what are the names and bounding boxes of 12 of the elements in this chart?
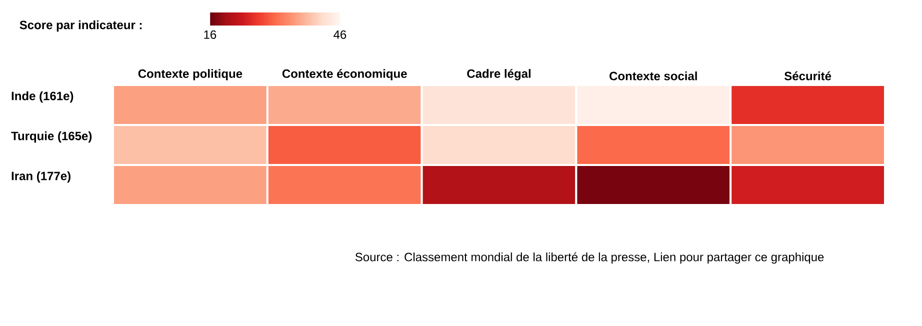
y-tick-label: Turquie (165e) xyxy=(11,131,92,143)
x-tick-label: Contexte politique xyxy=(138,69,242,80)
x-tick-label: Cadre légal xyxy=(467,68,530,80)
color-bar-label: 46 xyxy=(334,30,346,39)
color-bar-label: 16 xyxy=(204,30,216,39)
x-tick-label: Sécurité xyxy=(784,71,832,80)
source-note: Source : Classement mondial de la liberté de la presse, Lien pour partager ce graphique xyxy=(355,252,824,264)
x-tick-label: Contexte social xyxy=(610,71,697,80)
x-tick-label: Contexte économique xyxy=(282,68,407,80)
color-bar-title: Score par indicateur : xyxy=(20,20,142,32)
y-tick-label: Iran (177e) xyxy=(12,171,70,183)
y-tick-label: Inde (161e) xyxy=(12,91,74,103)
